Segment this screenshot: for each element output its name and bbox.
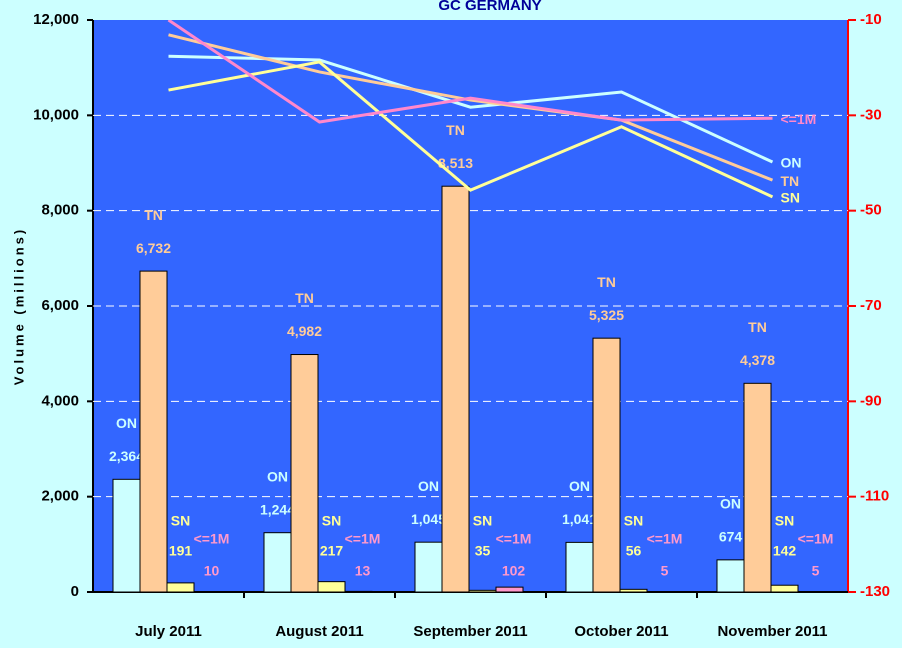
value-label: 35: [475, 543, 491, 559]
series-label: TN: [295, 290, 314, 306]
bar: [565, 541, 594, 593]
x-tick-label: November 2011: [717, 623, 827, 640]
line-end-label: SN: [781, 190, 800, 206]
value-label: 674: [719, 529, 743, 545]
bar: [414, 541, 443, 593]
series-label: ON: [267, 468, 288, 484]
series-label: ON: [569, 478, 590, 494]
y-tick-label: 2,000: [41, 488, 79, 505]
series-label: ON: [418, 478, 439, 494]
value-label: 5: [812, 563, 820, 579]
series-label: SN: [171, 513, 190, 529]
bar: [770, 584, 799, 593]
series-label: ON: [720, 496, 741, 512]
y-tick-label: 8,000: [41, 202, 79, 219]
y-tick-label: 0: [71, 583, 79, 600]
y-tick-label: 12,000: [33, 11, 79, 28]
y2-tick-label: -30: [860, 106, 882, 123]
value-label: 10: [204, 563, 220, 579]
value-label: 8,513: [438, 155, 473, 171]
bar: [112, 478, 141, 593]
series-label: <=1M: [345, 531, 381, 547]
value-label: 5: [661, 563, 669, 579]
series-label: <=1M: [798, 531, 834, 547]
x-tick-label: August 2011: [275, 623, 363, 640]
value-label: 13: [355, 563, 371, 579]
bar: [441, 185, 470, 593]
y2-tick-label: -110: [860, 488, 889, 505]
x-tick-label: October 2011: [574, 623, 668, 640]
value-label: 102: [502, 563, 526, 579]
line: [168, 33, 774, 182]
line-end-label: <=1M: [781, 111, 817, 127]
value-label: 56: [626, 543, 642, 559]
bar: [263, 532, 292, 593]
bar: [716, 559, 745, 593]
bar: [139, 270, 168, 593]
y2-tick-label: -50: [860, 202, 882, 219]
bar: [344, 590, 373, 593]
value-label: 6,732: [136, 240, 171, 256]
bar: [166, 582, 195, 593]
bar: [743, 382, 772, 593]
series-label: SN: [473, 513, 492, 529]
series-label: TN: [597, 274, 616, 290]
series-label: <=1M: [194, 531, 230, 547]
y-axis-label: Volume (millions): [11, 227, 26, 385]
line-end-label: TN: [781, 173, 800, 189]
value-label: 142: [773, 543, 797, 559]
lines: [167, 20, 774, 199]
line-end-label: ON: [781, 155, 802, 171]
series-label: ON: [116, 415, 137, 431]
x-tick-label: September 2011: [413, 623, 527, 640]
series-label: TN: [748, 319, 767, 335]
series-label: SN: [775, 513, 794, 529]
y2-tick-label: -90: [860, 392, 882, 409]
bar: [468, 589, 497, 593]
bar: [619, 588, 648, 593]
value-label: 191: [169, 543, 193, 559]
bar: [317, 581, 346, 593]
bar: [290, 354, 319, 593]
y-tick-label: 6,000: [41, 297, 79, 314]
bar: [495, 586, 524, 593]
line: [167, 20, 773, 124]
chart-title: GC GERMANY: [438, 0, 541, 14]
y2-tick-label: -70: [860, 297, 882, 314]
value-label: 217: [320, 543, 344, 559]
value-label: 1,244: [260, 501, 295, 517]
value-label: 1,045: [411, 511, 446, 527]
value-label: 1,041: [562, 511, 597, 527]
series-label: <=1M: [496, 531, 532, 547]
value-label: 4,378: [740, 352, 775, 368]
series-label: TN: [144, 207, 163, 223]
y-tick-label: 4,000: [41, 392, 79, 409]
series-label: SN: [322, 513, 341, 529]
series-label: TN: [446, 122, 465, 138]
bar: [592, 337, 621, 593]
value-label: 5,325: [589, 307, 624, 323]
series-label: SN: [624, 513, 643, 529]
value-label: 4,982: [287, 323, 322, 339]
y2-tick-label: -130: [860, 583, 890, 600]
x-tick-label: July 2011: [135, 623, 202, 640]
y2-tick-label: -10: [860, 11, 882, 28]
y-tick-label: 10,000: [33, 106, 79, 123]
line: [168, 60, 774, 199]
series-label: <=1M: [647, 531, 683, 547]
value-label: 2,364: [109, 448, 144, 464]
